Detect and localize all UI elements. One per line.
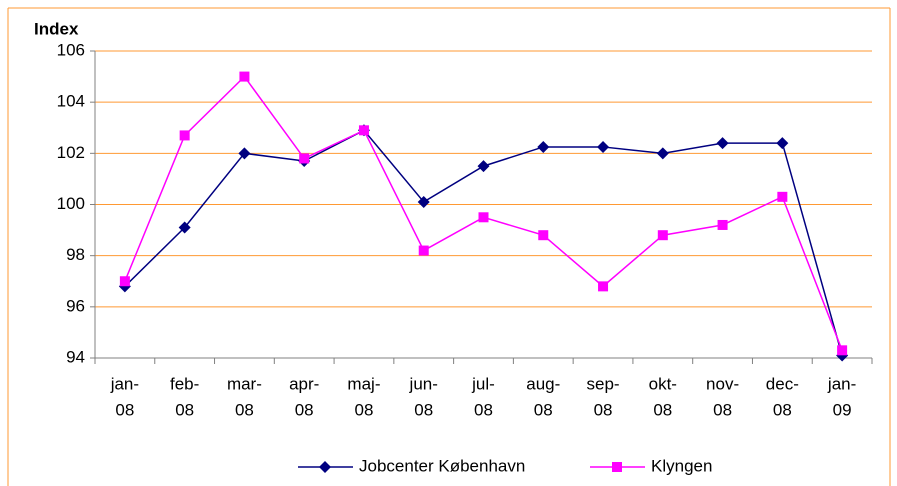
y-tick-label: 102 (57, 143, 85, 162)
marker (717, 219, 728, 230)
marker (119, 276, 130, 287)
marker (612, 462, 622, 472)
marker (478, 212, 489, 223)
marker (319, 461, 331, 473)
x-tick-label: 08 (474, 400, 493, 419)
y-tick-label: 94 (66, 347, 85, 366)
x-tick-label: 08 (295, 400, 314, 419)
x-tick-label: 08 (355, 400, 374, 419)
y-tick-label: 104 (57, 92, 85, 111)
x-tick-label: mar- (227, 374, 262, 393)
marker (716, 137, 729, 150)
x-tick-label: jan- (110, 374, 139, 393)
marker (598, 281, 609, 292)
x-tick-label: 08 (235, 400, 254, 419)
marker (537, 140, 550, 153)
x-tick-label: 08 (175, 400, 194, 419)
marker (178, 221, 191, 234)
legend-label: Jobcenter København (359, 456, 525, 475)
x-tick-label: sep- (586, 374, 619, 393)
x-tick-label: 08 (653, 400, 672, 419)
marker (538, 230, 549, 241)
x-tick-label: maj- (347, 374, 380, 393)
y-tick-label: 96 (66, 296, 85, 315)
x-tick-label: aug- (526, 374, 560, 393)
marker (358, 125, 369, 136)
marker (477, 160, 490, 173)
x-tick-label: feb- (170, 374, 199, 393)
x-tick-label: jul- (471, 374, 495, 393)
x-tick-label: 08 (713, 400, 732, 419)
marker (417, 195, 430, 208)
marker (299, 153, 310, 164)
marker (777, 191, 788, 202)
x-tick-label: jun- (409, 374, 438, 393)
x-tick-label: dec- (766, 374, 799, 393)
marker (239, 71, 250, 82)
x-tick-label: 08 (534, 400, 553, 419)
y-tick-label: 100 (57, 194, 85, 213)
x-tick-label: 09 (833, 400, 852, 419)
marker (656, 147, 669, 160)
x-tick-label: jan- (827, 374, 856, 393)
x-tick-label: 08 (773, 400, 792, 419)
y-tick-label: 106 (57, 40, 85, 59)
marker (837, 345, 848, 356)
legend-label: Klyngen (651, 456, 712, 475)
x-tick-label: 08 (115, 400, 134, 419)
x-tick-label: 08 (414, 400, 433, 419)
x-tick-label: okt- (649, 374, 677, 393)
y-tick-label: 98 (66, 245, 85, 264)
marker (597, 140, 610, 153)
marker (776, 137, 789, 150)
marker (657, 230, 668, 241)
x-tick-label: 08 (594, 400, 613, 419)
axis-title: Index (34, 19, 79, 38)
x-tick-label: apr- (289, 374, 319, 393)
marker (238, 147, 251, 160)
marker (179, 130, 190, 141)
marker (418, 245, 429, 256)
x-tick-label: nov- (706, 374, 739, 393)
